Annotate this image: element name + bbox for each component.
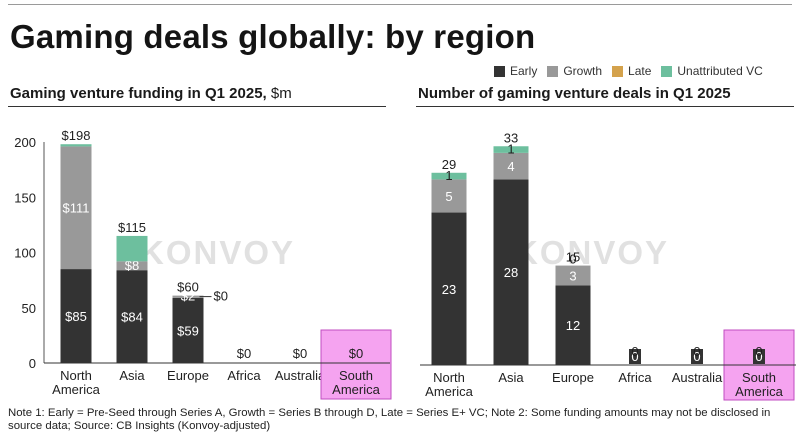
funding-total-label-europe: $60 — [177, 280, 199, 295]
footnote: Note 1: Early = Pre-Seed through Series … — [8, 407, 771, 432]
deals-segment-label-growth-asia: 4 — [507, 159, 514, 174]
deals-total-label-north-america: 29 — [442, 157, 456, 172]
funding-bar-growth-europe — [172, 295, 204, 298]
legend-item-unattributed: Unattributed VC — [661, 64, 763, 78]
funding-total-label-africa: $0 — [237, 346, 251, 361]
funding-bar-early-north-america — [60, 269, 92, 363]
deals-watermark: KONVOY — [514, 234, 669, 271]
funding-segment-label-early-europe: $59 — [177, 323, 199, 338]
legend-label-early: Early — [510, 64, 538, 78]
deals-bar-unattributed-vc-north-america — [431, 172, 467, 180]
funding-x-label-south-america: South America — [332, 368, 380, 397]
legend-item-early: Early — [494, 64, 537, 78]
funding-highlight-south-america — [320, 329, 392, 400]
funding-bar-early-europe — [172, 297, 204, 363]
deals-total-label-south-america: 0 — [755, 344, 762, 359]
deals-total-label-europe: 15 — [566, 250, 580, 265]
funding-segment-label-early-asia: $84 — [121, 310, 143, 325]
funding-total-label-south-america: $0 — [349, 346, 363, 361]
top-rule — [8, 4, 792, 5]
deals-title-rule — [416, 106, 794, 107]
deals-x-label-africa: Africa — [618, 370, 652, 385]
funding-y-tick: 200 — [14, 135, 36, 150]
deals-segment-label-early-asia: 28 — [504, 265, 518, 280]
legend-swatch-early — [494, 65, 505, 77]
legend-label-late: Late — [628, 64, 652, 78]
funding-y-tick: 50 — [22, 301, 36, 316]
legend-item-late: Late — [612, 64, 651, 78]
funding-x-label-north-america: North America — [52, 368, 100, 397]
legend-swatch-growth — [547, 65, 559, 77]
deals-segment-label-growth-north-america: 5 — [445, 189, 452, 204]
funding-total-label-australia: $0 — [293, 346, 307, 361]
funding-total-label-asia: $115 — [118, 220, 146, 235]
deals-bar-growth-north-america — [431, 179, 467, 213]
deals-chart-title-text: Number of gaming venture deals in Q1 202… — [418, 85, 731, 102]
deals-segment-label-early-australia: 0 — [693, 349, 700, 364]
deals-x-label-europe: Europe — [552, 370, 594, 385]
legend-item-growth: Growth — [547, 64, 602, 78]
deals-zero-marker-africa — [629, 349, 641, 364]
legend-label-growth: Growth — [563, 64, 603, 78]
funding-chart-unit: $m — [270, 85, 292, 102]
deals-bar-growth-europe — [555, 265, 591, 286]
deals-zero-marker-australia — [691, 349, 703, 364]
funding-x-label-australia: Australia — [275, 368, 326, 383]
deals-segment-label-early-europe: 12 — [566, 318, 580, 333]
deals-segment-label-early-north-america: 23 — [442, 282, 456, 297]
deals-total-label-asia: 33 — [504, 130, 518, 145]
funding-x-label-europe: Europe — [167, 368, 209, 383]
deals-segment-label-growth-europe: 3 — [569, 269, 576, 284]
deals-bar-unattributed-vc-asia — [493, 146, 529, 153]
funding-bar-unattributed-vc-north-america — [60, 144, 92, 147]
deals-x-label-south-america: South America — [735, 370, 783, 399]
funding-segment-label-growth-asia: $8 — [125, 258, 139, 273]
deals-x-label-asia: Asia — [498, 370, 524, 385]
funding-segment-label-growth-europe: $2 — [181, 289, 195, 304]
funding-x-label-asia: Asia — [119, 368, 145, 383]
deals-bar-growth-asia — [493, 152, 529, 180]
deals-segment-label-unattributed-vc-europe: 0 — [569, 252, 576, 267]
page-title: Gaming deals globally: by region — [10, 18, 536, 55]
funding-chart-title: Gaming venture funding in Q1 2025, $m — [10, 85, 292, 102]
funding-bar-growth-north-america — [60, 146, 92, 270]
deals-x-label-australia: Australia — [672, 370, 723, 385]
deals-chart-title: Number of gaming venture deals in Q1 202… — [418, 85, 731, 102]
deals-bar-early-north-america — [431, 212, 467, 365]
legend-label-unattributed: Unattributed VC — [677, 64, 763, 78]
deals-segment-label-early-africa: 0 — [631, 349, 638, 364]
funding-chart-title-text: Gaming venture funding in Q1 2025, — [10, 85, 267, 102]
deals-zero-marker-south-america — [753, 349, 765, 364]
funding-bar-unattributed-vc-asia — [116, 235, 148, 262]
deals-bar-early-europe — [555, 285, 591, 365]
funding-y-tick: 150 — [14, 190, 36, 205]
deals-x-label-north-america: North America — [425, 370, 473, 399]
deals-segment-label-unattributed-vc-asia: 1 — [507, 142, 514, 157]
deals-segment-label-unattributed-vc-north-america: 1 — [445, 168, 452, 183]
funding-title-rule — [8, 106, 386, 107]
funding-segment-label-early-north-america: $85 — [65, 309, 87, 324]
legend-swatch-unattributed — [661, 65, 673, 77]
funding-segment-label-growth-north-america: $111 — [63, 201, 90, 216]
funding-annotation-europe: $0 — [214, 289, 228, 304]
funding-y-tick: 100 — [14, 246, 36, 261]
funding-y-tick: 0 — [29, 356, 36, 371]
deals-total-label-australia: 0 — [693, 344, 700, 359]
deals-segment-label-early-south-america: 0 — [755, 349, 762, 364]
funding-x-label-africa: Africa — [227, 368, 261, 383]
legend-swatch-late — [612, 65, 624, 77]
funding-bar-growth-asia — [116, 261, 148, 271]
deals-total-label-africa: 0 — [631, 344, 638, 359]
funding-total-label-north-america: $198 — [62, 128, 91, 143]
deals-bar-early-asia — [493, 179, 529, 365]
legend: Early Growth Late Unattributed VC — [494, 64, 773, 78]
funding-bar-early-asia — [116, 270, 148, 363]
funding-watermark: KONVOY — [140, 234, 295, 271]
